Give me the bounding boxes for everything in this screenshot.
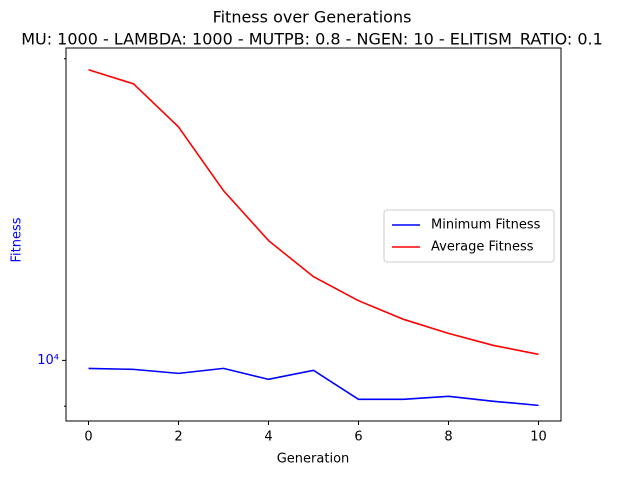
chart-subtitle: MU: 1000 - LAMBDA: 1000 - MUTPB: 0.8 - N… (21, 30, 603, 50)
legend: Minimum Fitness Average Fitness (383, 209, 555, 263)
plot-frame (65, 47, 562, 422)
x-tick-label: 6 (354, 430, 362, 445)
line-series (88, 69, 539, 356)
chart-title: Fitness over Generations (213, 8, 412, 27)
x-axis-label: Generation (277, 452, 350, 467)
x-tick-label: 8 (444, 430, 452, 445)
y-tick-label: 10⁴ (37, 353, 59, 368)
x-tick-label: 2 (174, 430, 182, 445)
legend-box (383, 209, 555, 263)
line-series (88, 367, 539, 407)
x-tick-label: 4 (264, 430, 272, 445)
x-tick-label: 10 (530, 430, 547, 445)
x-tick-label: 0 (84, 430, 92, 445)
legend-label: Minimum Fitness (431, 218, 541, 233)
legend-label: Average Fitness (431, 240, 534, 255)
y-axis-label: Fitness (10, 217, 25, 262)
